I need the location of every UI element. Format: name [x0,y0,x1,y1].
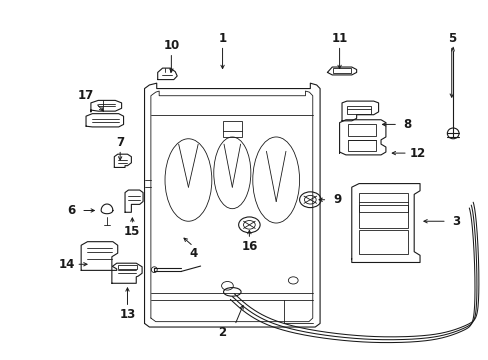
Bar [347,124,375,136]
Text: 5: 5 [447,32,455,45]
Text: 2: 2 [218,326,226,339]
Text: 11: 11 [331,32,347,45]
Text: 1: 1 [218,32,226,45]
Bar [358,205,407,228]
Text: 14: 14 [58,258,75,271]
Text: 13: 13 [119,308,135,321]
Bar [222,121,242,137]
Bar [346,106,370,114]
Text: 10: 10 [163,39,179,52]
Text: 6: 6 [67,204,75,217]
Text: 16: 16 [241,240,257,253]
Text: 15: 15 [124,225,140,238]
Text: 7: 7 [116,136,124,149]
Bar [118,265,137,269]
Bar [358,193,407,212]
Text: 4: 4 [189,247,197,260]
Text: 9: 9 [332,193,341,206]
Bar [347,140,375,150]
Text: 3: 3 [451,215,460,228]
Text: 12: 12 [408,147,425,159]
Text: 8: 8 [403,118,411,131]
Bar [332,68,350,73]
Bar [358,230,407,253]
Text: 17: 17 [78,89,94,102]
